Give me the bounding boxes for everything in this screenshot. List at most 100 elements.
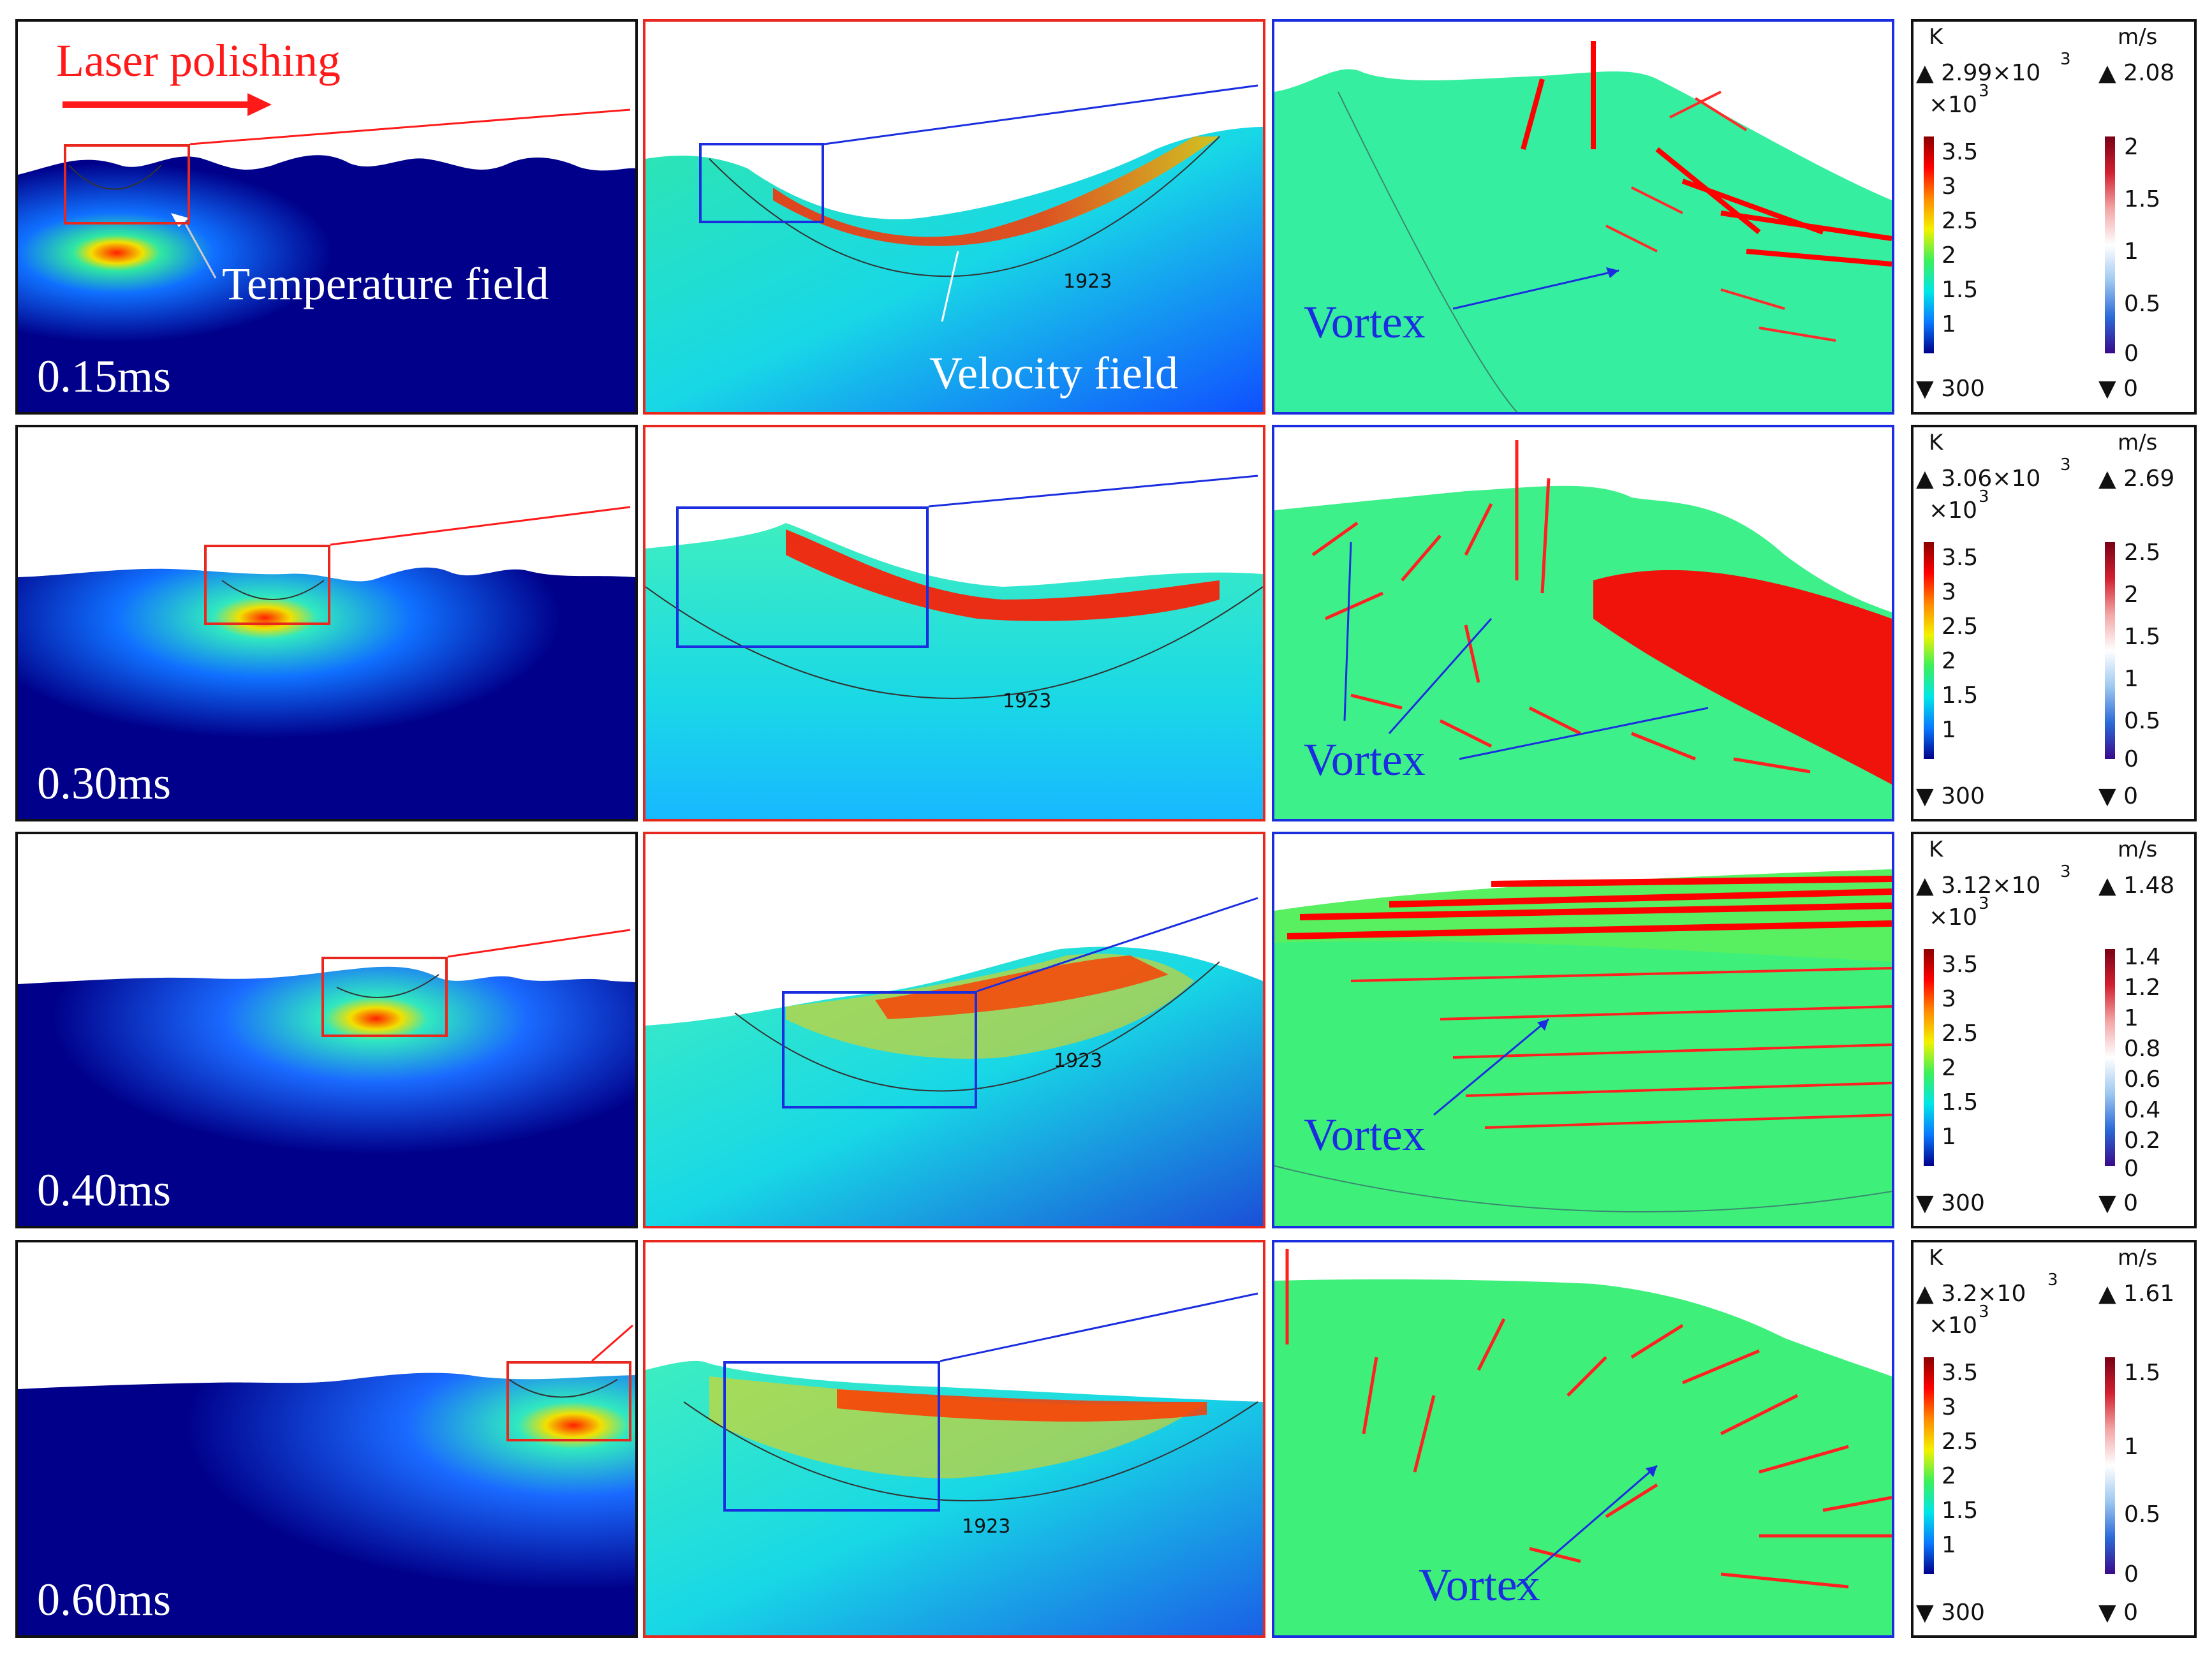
row4-detail-field (1274, 1242, 1892, 1635)
temp-max: ▲ 3.2×10 (1916, 1281, 2026, 1307)
temp-unit: K (1929, 837, 1943, 862)
row1-time-label: 0.15ms (37, 351, 172, 402)
vel-tick-1: 1.2 (2124, 975, 2161, 1001)
row2-zoom-box (204, 545, 330, 625)
row3-temperature-panel: 0.40ms (15, 832, 638, 1228)
vel-tick-0: 2 (2124, 134, 2139, 160)
temp-tick-4: 1.5 (1942, 1498, 1979, 1524)
temp-tick-5: 1 (1942, 1532, 1956, 1558)
row2-contour-1923: 1923 (1003, 690, 1052, 712)
temp-tick-1: 3 (1942, 986, 1956, 1012)
vel-tick-2: 1 (2124, 1005, 2139, 1031)
temp-colorbar (1924, 542, 1934, 759)
row4-velocity-panel: 1923 (643, 1240, 1265, 1638)
row1-temperature-field (18, 22, 635, 412)
temp-tick-4: 1.5 (1942, 682, 1979, 709)
temp-tick-0: 3.5 (1942, 139, 1979, 165)
temp-tick-0: 3.5 (1942, 952, 1979, 978)
vel-max: ▲ 2.69 (2098, 466, 2175, 492)
temp-min: ▼ 300 (1916, 1600, 1985, 1626)
vel-colorbar (2105, 949, 2115, 1166)
temp-scale: ×10 (1929, 1313, 1977, 1339)
temp-tick-2: 2.5 (1942, 1429, 1979, 1455)
row2-time-label: 0.30ms (37, 758, 172, 809)
temp-min: ▼ 300 (1916, 376, 1985, 402)
temp-max: ▲ 3.12×10 (1916, 873, 2041, 899)
vel-tick-3: 0.5 (2124, 291, 2161, 317)
row2-velocity-field (645, 427, 1263, 819)
row3-detail-panel: Vortex (1272, 832, 1894, 1228)
vel-tick-2: 0.5 (2124, 1501, 2161, 1528)
temp-scale: ×10 (1929, 92, 1977, 118)
vel-colorbar (2105, 542, 2115, 759)
row3-time-label: 0.40ms (37, 1165, 172, 1216)
vel-colorbar (2105, 136, 2115, 353)
row4-legend: K ▲ 3.2×10 3 ×10 3 3.5 3 2.5 2 1.5 1 ▼ 3… (1911, 1240, 2197, 1638)
temp-scale-exp: 3 (1979, 1302, 1989, 1322)
temp-max: ▲ 3.06×10 (1916, 466, 2041, 492)
vel-tick-4: 0.5 (2124, 708, 2161, 734)
vel-tick-7: 0 (2124, 1156, 2139, 1182)
vel-min: ▼ 0 (2098, 1190, 2139, 1216)
row3-detail-box (782, 991, 977, 1108)
temp-scale-exp: 3 (1979, 82, 1989, 101)
row2-link-line (330, 506, 631, 546)
temp-unit: K (1929, 24, 1943, 50)
row4-velocity-field (645, 1242, 1263, 1635)
row2-velocity-panel: 1923 (643, 425, 1265, 821)
row2-detail-field (1274, 427, 1892, 819)
temp-scale: ×10 (1929, 904, 1977, 931)
temp-tick-0: 3.5 (1942, 1360, 1979, 1386)
row1-legend: K ▲ 2.99×10 3 ×10 3 3.5 3 2.5 2 1.5 1 ▼ … (1911, 19, 2197, 415)
laser-polishing-label: Laser polishing (56, 35, 341, 86)
velocity-field-label: Velocity field (929, 348, 1178, 399)
temp-max-exp: 3 (2060, 50, 2071, 69)
vel-max: ▲ 1.48 (2098, 873, 2175, 899)
row3-contour-1923: 1923 (1054, 1050, 1103, 1072)
row1-link-lines (823, 84, 1258, 322)
vel-min: ▼ 0 (2098, 1600, 2139, 1626)
row4-link-line (591, 1324, 633, 1362)
temp-scale-exp: 3 (1979, 894, 1989, 913)
row3-vortex-label: Vortex (1304, 1109, 1426, 1160)
row1-temperature-panel: Laser polishing Temperature field 0.15ms (15, 19, 638, 415)
vel-tick-4: 0.6 (2124, 1066, 2161, 1093)
vel-tick-1: 1 (2124, 1434, 2139, 1460)
temperature-field-label: Temperature field (222, 258, 549, 309)
temp-max-exp: 3 (2047, 1270, 2058, 1290)
vel-unit: m/s (2118, 837, 2158, 862)
vel-tick-2: 1.5 (2124, 624, 2161, 650)
vel-tick-1: 1.5 (2124, 186, 2161, 212)
row4-contour-1923: 1923 (962, 1515, 1011, 1538)
row1-detail-field (1274, 22, 1892, 412)
row4-link-lines (940, 1292, 1258, 1362)
temp-colorbar (1924, 1357, 1934, 1574)
row4-detail-box (723, 1361, 940, 1512)
row3-link-lines (977, 897, 1258, 992)
vel-max: ▲ 2.08 (2098, 60, 2175, 86)
temp-tick-5: 1 (1942, 1124, 1956, 1150)
row3-velocity-field (645, 834, 1263, 1226)
vel-tick-3: 0 (2124, 1561, 2139, 1587)
temp-max: ▲ 2.99×10 (1916, 60, 2041, 86)
temp-colorbar (1924, 949, 1934, 1166)
row3-velocity-panel: 1923 (643, 832, 1265, 1228)
temp-unit: K (1929, 430, 1943, 455)
vel-unit: m/s (2118, 1245, 2158, 1270)
temp-tick-1: 3 (1942, 173, 1956, 200)
temp-tick-3: 2 (1942, 648, 1956, 674)
temp-scale-exp: 3 (1979, 487, 1989, 506)
row2-detail-box (676, 506, 929, 648)
vel-max: ▲ 1.61 (2098, 1281, 2175, 1307)
vel-tick-1: 2 (2124, 582, 2139, 608)
row1-detail-box (699, 143, 824, 223)
temp-tick-3: 2 (1942, 242, 1956, 269)
temp-tick-3: 2 (1942, 1463, 1956, 1489)
row1-zoom-box (64, 144, 190, 225)
temp-tick-2: 2.5 (1942, 208, 1979, 234)
vel-tick-5: 0.4 (2124, 1097, 2161, 1123)
vel-colorbar (2105, 1357, 2115, 1574)
temp-tick-3: 2 (1942, 1055, 1956, 1081)
row3-detail-field (1274, 834, 1892, 1226)
row2-vortex-label: Vortex (1304, 734, 1426, 785)
